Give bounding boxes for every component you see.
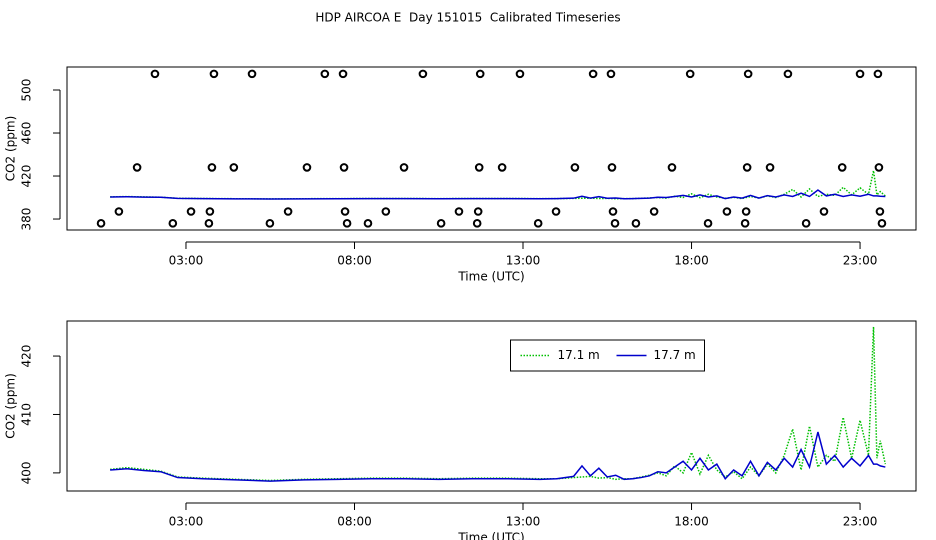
data-line: [110, 326, 887, 482]
calibration-point: [551, 207, 561, 216]
calibration-point: [209, 69, 219, 79]
calibration-point: [631, 219, 641, 228]
calibration-point: [606, 69, 616, 79]
calibration-point: [740, 219, 750, 228]
y-tick-label: 500: [20, 79, 34, 102]
x-tick-label: 13:00: [506, 515, 541, 529]
x-axis-label: Time (UTC): [457, 270, 524, 284]
legend-label: 17.1 m: [558, 348, 600, 362]
calibration-point: [765, 163, 775, 172]
calibration-point: [283, 207, 293, 216]
calibration-point: [340, 207, 350, 216]
calibration-point: [474, 163, 484, 172]
calibration-point: [342, 219, 352, 228]
calibration-point: [837, 163, 847, 172]
calibration-point: [855, 69, 865, 79]
x-tick-label: 13:00: [506, 254, 541, 268]
calibration-point: [229, 163, 239, 172]
calibration-point: [205, 207, 215, 216]
y-axis-label: CO2 (ppm): [4, 373, 18, 439]
calibration-point: [302, 163, 312, 172]
y-tick-label: 400: [20, 461, 34, 484]
calibration-point: [436, 219, 446, 228]
calibration-point: [186, 207, 196, 216]
calibration-point: [801, 219, 811, 228]
y-axis-label: CO2 (ppm): [4, 116, 18, 182]
calibration-point: [320, 69, 330, 79]
calibration-point: [685, 69, 695, 79]
calibration-point: [783, 69, 793, 79]
plot-box: [66, 320, 917, 492]
calibration-point: [703, 219, 713, 228]
calibration-point: [132, 163, 142, 172]
x-tick-label: 23:00: [843, 515, 878, 529]
calibration-point: [741, 207, 751, 216]
calibration-point: [610, 219, 620, 228]
calibration-point: [877, 219, 887, 228]
calibration-point: [381, 207, 391, 216]
y-tick-label: 460: [20, 122, 34, 145]
x-tick-label: 03:00: [169, 254, 204, 268]
x-tick-label: 18:00: [674, 254, 709, 268]
calibration-point: [819, 207, 829, 216]
x-tick-label: 08:00: [337, 254, 372, 268]
calibration-point: [607, 163, 617, 172]
calibration-point: [722, 207, 732, 216]
calibration-point: [473, 207, 483, 216]
x-tick-label: 23:00: [843, 254, 878, 268]
calibration-point: [454, 207, 464, 216]
y-tick-label: 410: [20, 403, 34, 426]
calibration-point: [742, 163, 752, 172]
calibration-point: [570, 163, 580, 172]
calibration-point: [873, 69, 883, 79]
calibration-point: [207, 163, 217, 172]
x-tick-label: 18:00: [674, 515, 709, 529]
x-axis-label: Time (UTC): [457, 531, 524, 540]
x-tick-label: 03:00: [169, 515, 204, 529]
chart-title: HDP AIRCOA E Day 151015 Calibrated Times…: [315, 11, 620, 25]
calibration-point: [533, 219, 543, 228]
data-line: [110, 189, 886, 200]
calibration-point: [96, 219, 106, 228]
calibration-point: [472, 219, 482, 228]
calibration-point: [515, 69, 525, 79]
calibration-point: [168, 219, 178, 228]
legend-label: 17.7 m: [654, 348, 696, 362]
calibration-point: [363, 219, 373, 228]
calibration-point: [339, 163, 349, 172]
calibration-point: [874, 163, 884, 172]
calibration-point: [497, 163, 507, 172]
calibration-point: [114, 207, 124, 216]
calibration-point: [247, 69, 257, 79]
calibration-point: [608, 207, 618, 216]
calibration-point: [667, 163, 677, 172]
plot-box: [66, 66, 917, 231]
calibration-point: [743, 69, 753, 79]
calibration-point: [265, 219, 275, 228]
data-line: [110, 170, 886, 200]
calibration-point: [588, 69, 598, 79]
y-tick-label: 380: [20, 208, 34, 231]
x-tick-label: 08:00: [337, 515, 372, 529]
calibration-point: [649, 207, 659, 216]
data-line: [110, 431, 886, 482]
calibration-point: [418, 69, 428, 79]
calibration-point: [338, 69, 348, 79]
y-tick-label: 420: [20, 345, 34, 368]
calibration-point: [150, 69, 160, 79]
calibration-point: [475, 69, 485, 79]
calibration-point: [204, 219, 214, 228]
calibration-point: [875, 207, 885, 216]
calibration-point: [399, 163, 409, 172]
y-tick-label: 420: [20, 165, 34, 188]
